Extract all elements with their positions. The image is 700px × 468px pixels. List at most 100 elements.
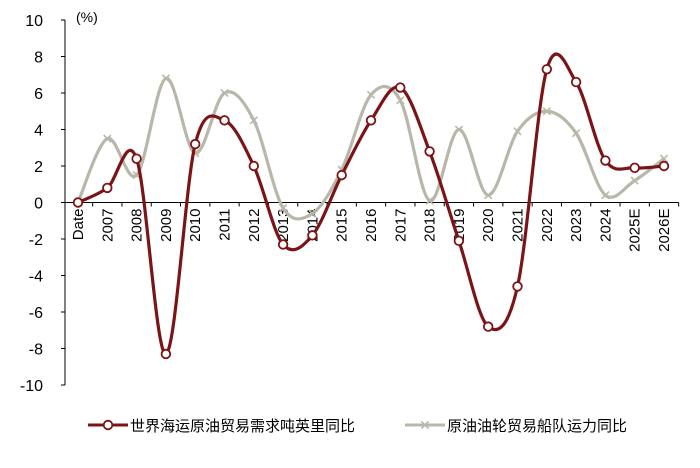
x-tick-label: 2010 [187, 209, 204, 242]
marker-stroke [601, 191, 610, 200]
y-tick-label: -2 [29, 232, 43, 249]
legend-item-fleet: 原油油轮贸易船队运力同比 [405, 418, 627, 435]
y-tick-label: -10 [20, 378, 43, 395]
data-point [629, 162, 640, 174]
data-point [161, 74, 171, 83]
data-point [72, 197, 84, 208]
data-point [277, 239, 289, 250]
data-point [219, 115, 230, 126]
marker-stroke [396, 96, 405, 105]
data-point [248, 160, 260, 172]
data-point [601, 191, 610, 200]
marker-stroke [454, 125, 464, 134]
legend-item-demand: 世界海运原油贸易需求吨英里同比 [88, 417, 355, 435]
marker-stroke [161, 74, 171, 83]
x-tick-label: 2011 [217, 209, 234, 241]
data-point [512, 281, 523, 292]
data-point [541, 64, 553, 75]
x-tick-label: 2022 [539, 209, 556, 242]
data-point [160, 348, 172, 360]
x-tick-label: Date [70, 209, 87, 241]
marker-stroke [513, 127, 522, 136]
data-point [366, 90, 376, 99]
data-point [308, 209, 317, 218]
marker-stroke [308, 209, 317, 218]
y-unit-label: (%) [76, 9, 98, 25]
x-tick-label: 2026E [656, 209, 673, 252]
data-point [131, 153, 142, 164]
y-tick-label: 2 [34, 159, 43, 176]
data-point [453, 235, 465, 247]
data-point [600, 155, 611, 166]
x-tick-label: 2018 [422, 209, 439, 242]
data-point [483, 321, 494, 332]
marker-stroke [278, 203, 288, 213]
marker-stroke [659, 154, 669, 163]
data-point [396, 96, 405, 105]
series-line [76, 76, 665, 221]
series-fleet [73, 74, 669, 221]
x-tick-label: 2013 [275, 209, 292, 242]
axes [61, 19, 680, 386]
legend-swatch-marker [102, 419, 114, 431]
data-point [513, 127, 522, 136]
legend-label: 世界海运原油贸易需求吨英里同比 [130, 417, 355, 435]
y-tick-label: -4 [29, 269, 43, 286]
y-tick-label: 6 [34, 86, 43, 103]
data-point [424, 146, 435, 157]
series-demand [72, 52, 670, 360]
data-point [336, 169, 347, 181]
x-tick-label: 2012 [246, 209, 263, 242]
marker-stroke [542, 107, 551, 116]
legend-swatch-marker [420, 420, 430, 430]
data-point [570, 76, 582, 88]
data-point [365, 115, 377, 126]
y-tick-label: 8 [34, 50, 43, 67]
x-tick-label: 2025E [627, 209, 644, 252]
x-tick-label: 2015 [334, 209, 351, 242]
data-point [102, 182, 113, 194]
tick-labels: 10 8 6 4 2 0 -2 -4 -6 -8 -10 Date 2007 2008 2009 2010 20… [20, 13, 673, 395]
data-point [658, 160, 670, 172]
x-tick-label: 2007 [99, 209, 116, 242]
marker-stroke [220, 88, 229, 98]
data-point [571, 128, 581, 138]
x-tick-label: 2016 [363, 209, 380, 242]
marker-stroke [630, 176, 639, 185]
data-point [425, 196, 434, 205]
data-point [484, 191, 493, 200]
marker-stroke [103, 134, 112, 143]
legend-label: 原油油轮贸易船队运力同比 [447, 418, 627, 435]
x-tick-label: 2017 [392, 209, 409, 242]
data-point [220, 88, 229, 98]
series-layer [72, 52, 670, 360]
marker-stroke [425, 196, 434, 205]
x-tick-label: 2009 [158, 209, 175, 242]
data-point [278, 203, 288, 213]
marker-stroke [571, 128, 581, 138]
legend: 世界海运原油贸易需求吨英里同比 原油油轮贸易船队运力同比 [88, 417, 627, 435]
y-tick-label: 4 [34, 123, 43, 140]
x-tick-label: 2021 [510, 209, 527, 242]
data-point [189, 138, 201, 150]
y-tick-label: -6 [29, 305, 43, 322]
data-point [103, 134, 112, 143]
data-point [542, 107, 551, 116]
data-point [630, 176, 639, 185]
y-tick-label: 0 [34, 196, 43, 213]
y-tick-label: 10 [25, 13, 43, 30]
marker-stroke [366, 90, 376, 99]
data-point [395, 82, 406, 93]
x-tick-label: 2024 [597, 209, 614, 242]
data-point [249, 116, 258, 125]
marker-stroke [249, 116, 258, 125]
y-tick-label: -8 [29, 342, 43, 359]
data-point [659, 154, 669, 163]
x-tick-label: 2023 [568, 209, 585, 242]
x-tick-label: 2020 [480, 209, 497, 242]
x-tick-label: 2008 [129, 209, 146, 242]
data-point [454, 125, 464, 134]
data-point [307, 230, 318, 241]
